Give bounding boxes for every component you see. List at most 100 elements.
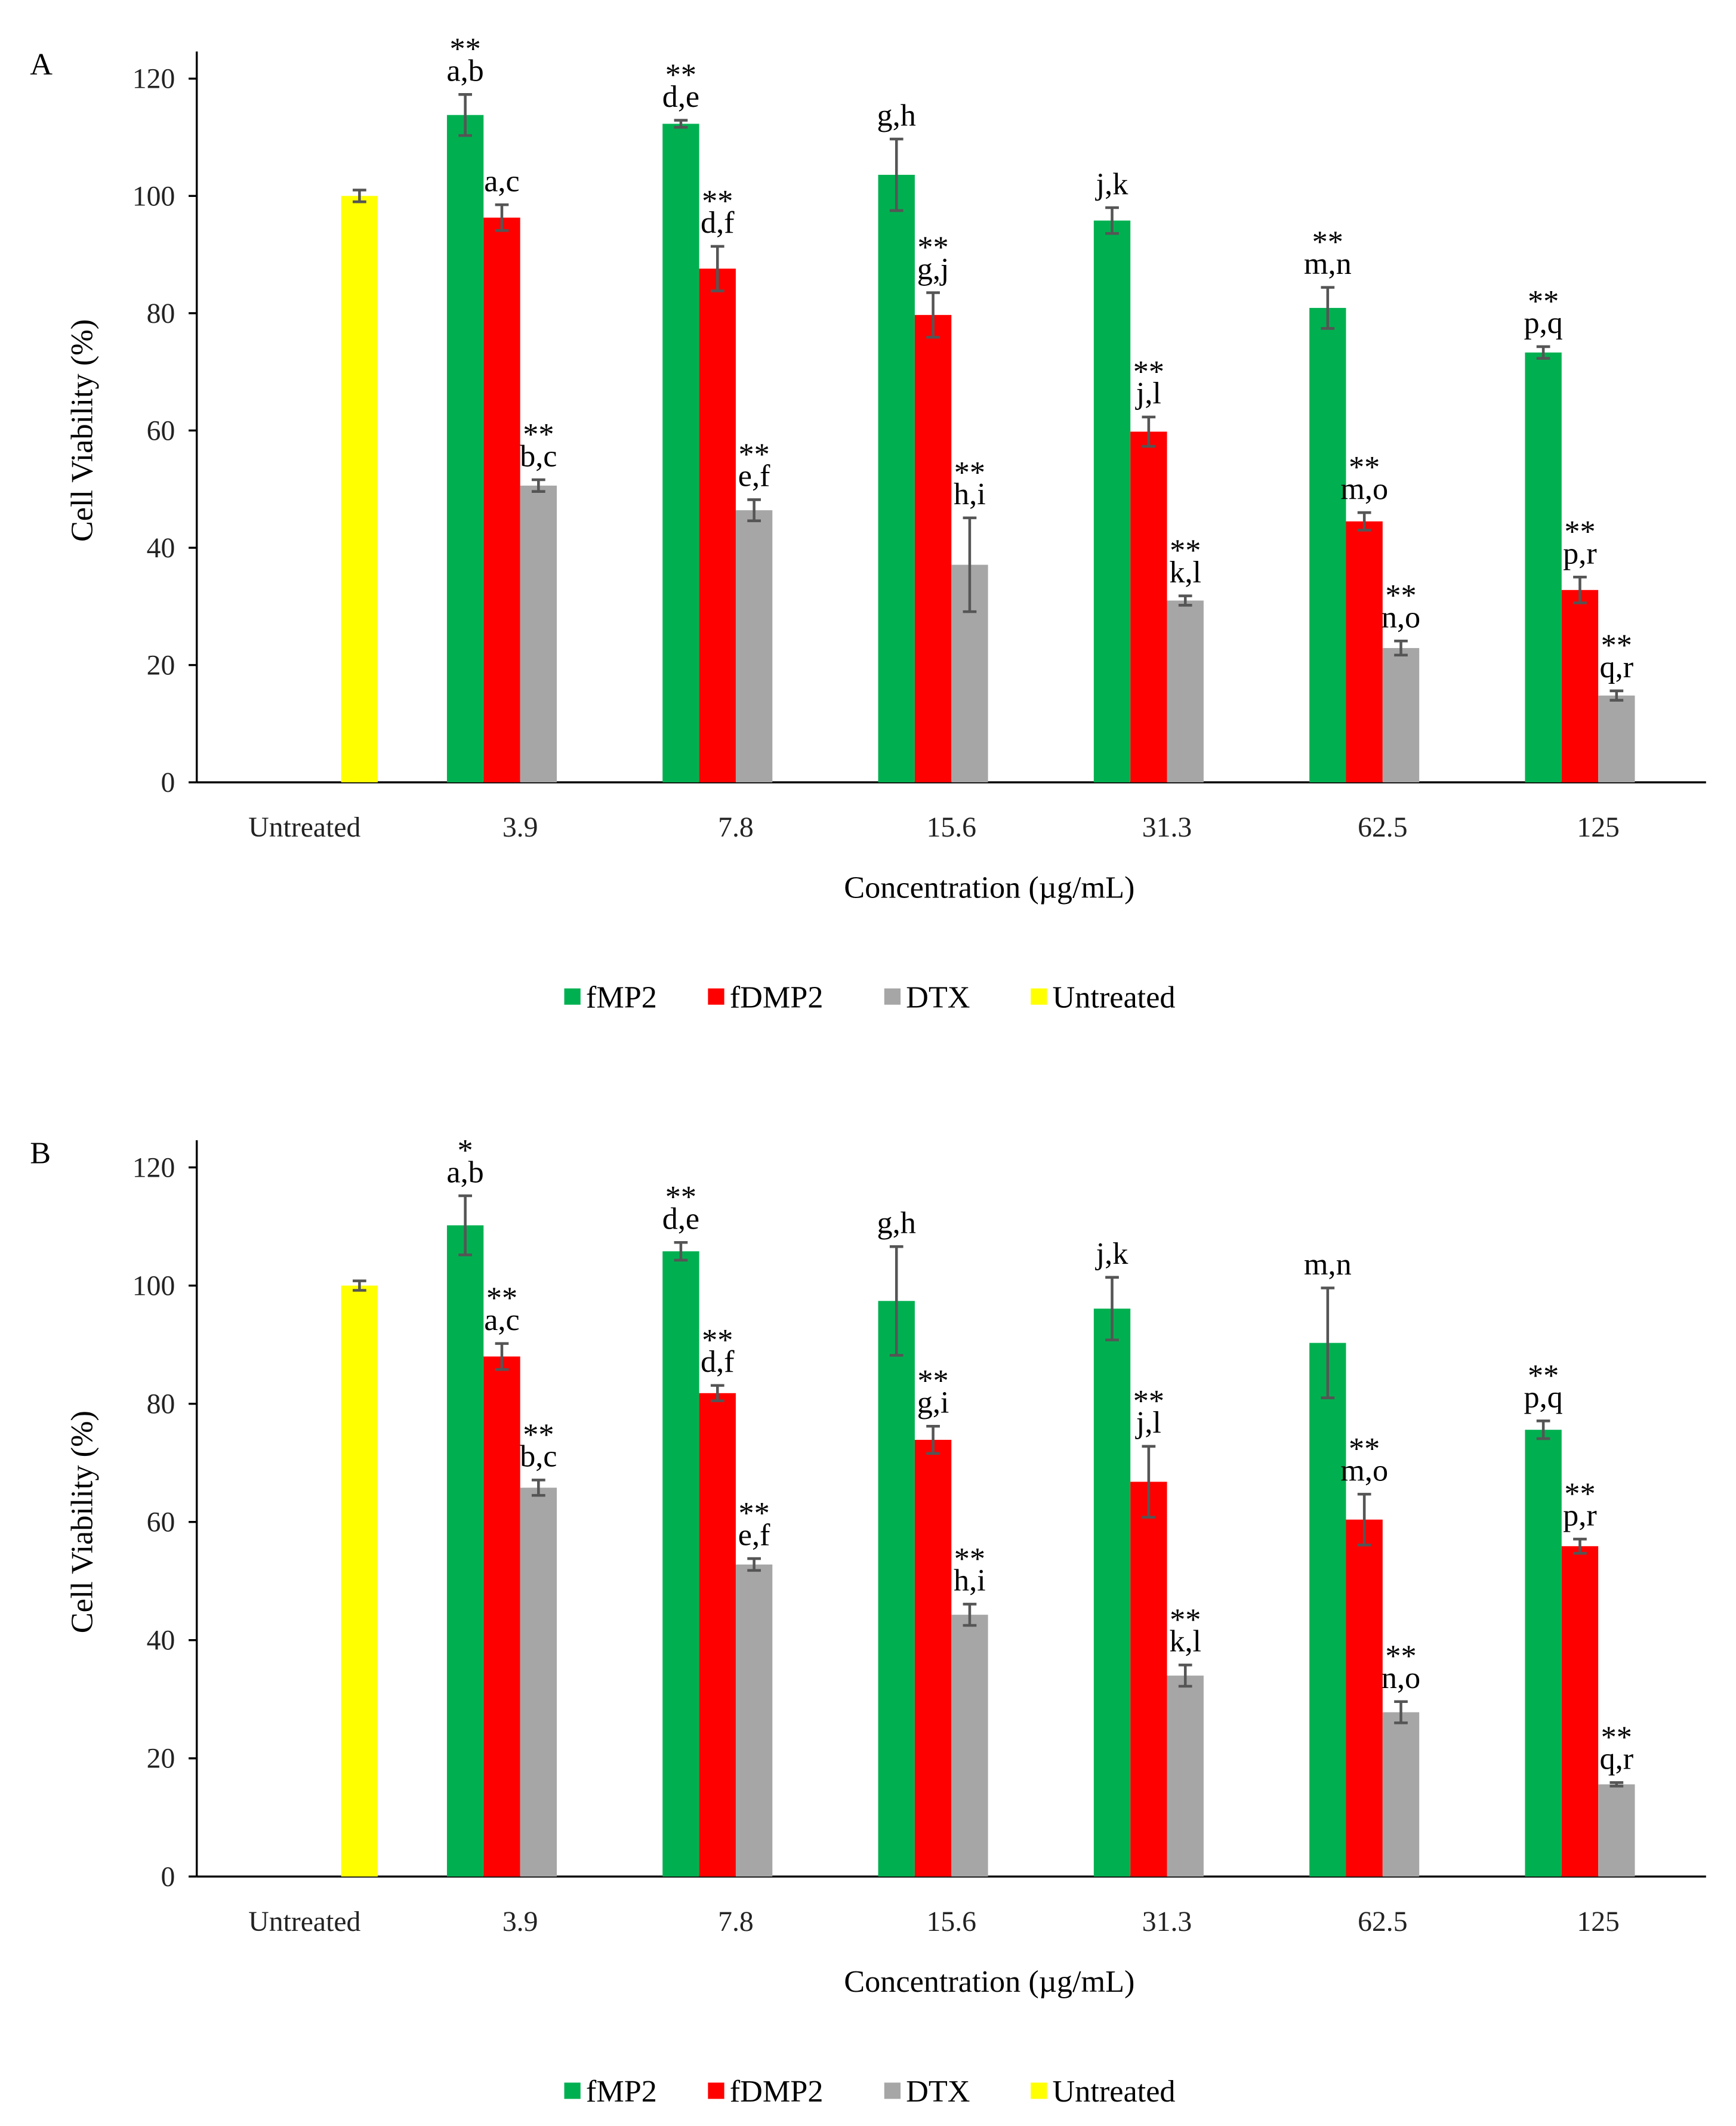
significance: **: [523, 417, 554, 452]
bar: [1382, 1712, 1420, 1877]
y-tick-label: 0: [161, 767, 175, 798]
bar: [483, 217, 520, 783]
bar: [1598, 1784, 1635, 1877]
group-letters: m,o: [1340, 1453, 1388, 1488]
bar: [1309, 308, 1346, 783]
legend-swatch: [564, 2082, 581, 2099]
significance: **: [1170, 1602, 1201, 1637]
bar: [1525, 1430, 1562, 1877]
significance: **: [1564, 1476, 1595, 1511]
bar: [662, 1251, 699, 1877]
group-letters: a,c: [484, 163, 519, 198]
group-letters: b,c: [520, 1439, 557, 1474]
group-letters: h,i: [954, 1563, 986, 1598]
x-axis-title: Concentration (µg/mL): [844, 870, 1134, 905]
group-letters: p,r: [1563, 536, 1597, 570]
significance: **: [1528, 284, 1559, 319]
bar: [662, 124, 699, 783]
legend-swatch: [884, 2082, 901, 2099]
legend-label: Untreated: [1053, 980, 1176, 1014]
bar: [699, 269, 736, 783]
legend-label: Untreated: [1053, 2074, 1176, 2109]
group-letters: g,h: [877, 1205, 916, 1240]
group-letters: g,j: [917, 252, 949, 286]
significance: **: [1564, 514, 1595, 549]
x-axis-title: Concentration (µg/mL): [844, 1964, 1134, 1999]
significance: **: [702, 184, 733, 218]
significance: **: [449, 32, 480, 66]
bar: [446, 115, 484, 783]
group-letters: j,l: [1135, 1405, 1161, 1440]
significance: **: [1170, 533, 1201, 568]
bar: [914, 1440, 952, 1877]
significance: **: [739, 1496, 770, 1531]
bar: [520, 485, 557, 783]
y-tick-label: 80: [147, 298, 175, 329]
x-tick-label: 15.6: [927, 811, 976, 843]
bar: [1130, 1482, 1167, 1877]
x-tick-label: 62.5: [1358, 811, 1407, 843]
bar: [1167, 600, 1204, 783]
legend-swatch: [1031, 988, 1047, 1005]
legend-swatch: [884, 988, 901, 1005]
significance: **: [1133, 354, 1164, 389]
x-tick-label: 15.6: [927, 1906, 976, 1937]
legend-label: DTX: [906, 2074, 970, 2109]
group-letters: d,e: [662, 1202, 699, 1236]
group-letters: m,n: [1304, 1247, 1352, 1282]
bar: [483, 1356, 520, 1877]
panel-label: B: [30, 1136, 51, 1171]
significance: **: [1601, 1720, 1632, 1754]
significance: **: [665, 57, 696, 92]
legend-label: fDMP2: [730, 980, 824, 1014]
bar: [1382, 648, 1420, 783]
y-tick-label: 0: [161, 1861, 175, 1893]
bar: [520, 1488, 557, 1877]
group-letters: g,i: [917, 1386, 949, 1420]
x-tick-label: 3.9: [502, 811, 538, 843]
significance: **: [1528, 1358, 1559, 1393]
y-tick-label: 40: [147, 1625, 175, 1656]
significance: **: [523, 1417, 554, 1452]
significance: **: [739, 437, 770, 471]
y-tick-label: 120: [132, 63, 175, 95]
significance: *: [458, 1133, 473, 1168]
group-letters: m,o: [1340, 471, 1388, 506]
bar: [878, 1301, 915, 1877]
significance: **: [954, 455, 985, 490]
legend-swatch: [708, 2082, 724, 2099]
legend-swatch: [1031, 2082, 1047, 2099]
bar: [1525, 352, 1562, 783]
group-letters: e,f: [738, 459, 770, 493]
x-tick-label: 62.5: [1358, 1906, 1407, 1937]
bar: [1561, 590, 1599, 783]
significance: **: [665, 1180, 696, 1214]
panel-label: A: [30, 47, 53, 82]
x-tick-label: 31.3: [1142, 811, 1192, 843]
significance: **: [1385, 578, 1416, 613]
y-axis-title: Cell Viability (%): [65, 319, 100, 542]
bar: [1093, 1309, 1131, 1877]
x-tick-label: 7.8: [718, 811, 754, 843]
bar: [1561, 1546, 1599, 1877]
significance: **: [917, 1363, 948, 1398]
x-tick-label: 3.9: [502, 1906, 538, 1937]
group-letters: g,h: [877, 98, 916, 132]
significance: **: [1385, 1639, 1416, 1674]
group-letters: d,e: [662, 79, 699, 114]
group-letters: d,f: [701, 1344, 735, 1379]
legend-label: fMP2: [586, 980, 657, 1014]
y-tick-label: 120: [132, 1152, 175, 1183]
y-tick-label: 60: [147, 1507, 175, 1538]
group-letters: k,l: [1169, 555, 1201, 590]
significance: **: [917, 230, 948, 264]
x-tick-label: Untreated: [248, 811, 360, 843]
bar: [1346, 521, 1383, 783]
legend-label: fDMP2: [730, 2074, 824, 2109]
x-tick-label: 125: [1577, 811, 1620, 843]
bar: [1093, 220, 1131, 783]
bar: [878, 174, 915, 783]
y-tick-label: 20: [147, 1743, 175, 1775]
bar: [446, 1225, 484, 1877]
